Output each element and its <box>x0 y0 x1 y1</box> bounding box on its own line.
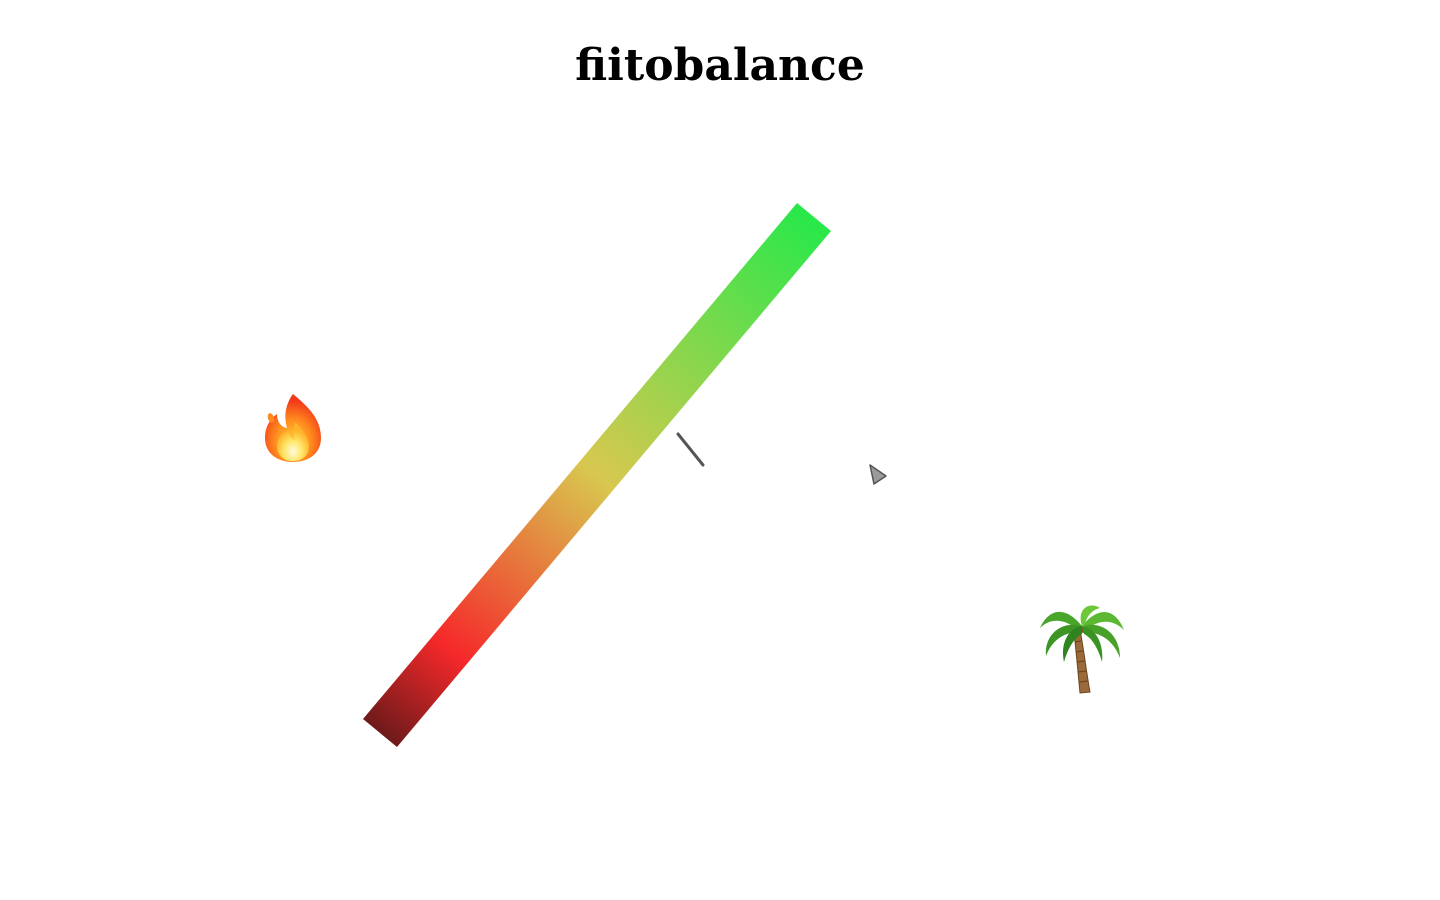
triangle-pointer-icon[interactable] <box>869 464 887 485</box>
balance-marker <box>676 432 705 467</box>
game-title: fiitobalance <box>575 40 865 91</box>
palm-tree-icon[interactable] <box>1040 605 1124 694</box>
balance-bar <box>363 203 831 747</box>
fire-icon[interactable] <box>265 394 321 462</box>
